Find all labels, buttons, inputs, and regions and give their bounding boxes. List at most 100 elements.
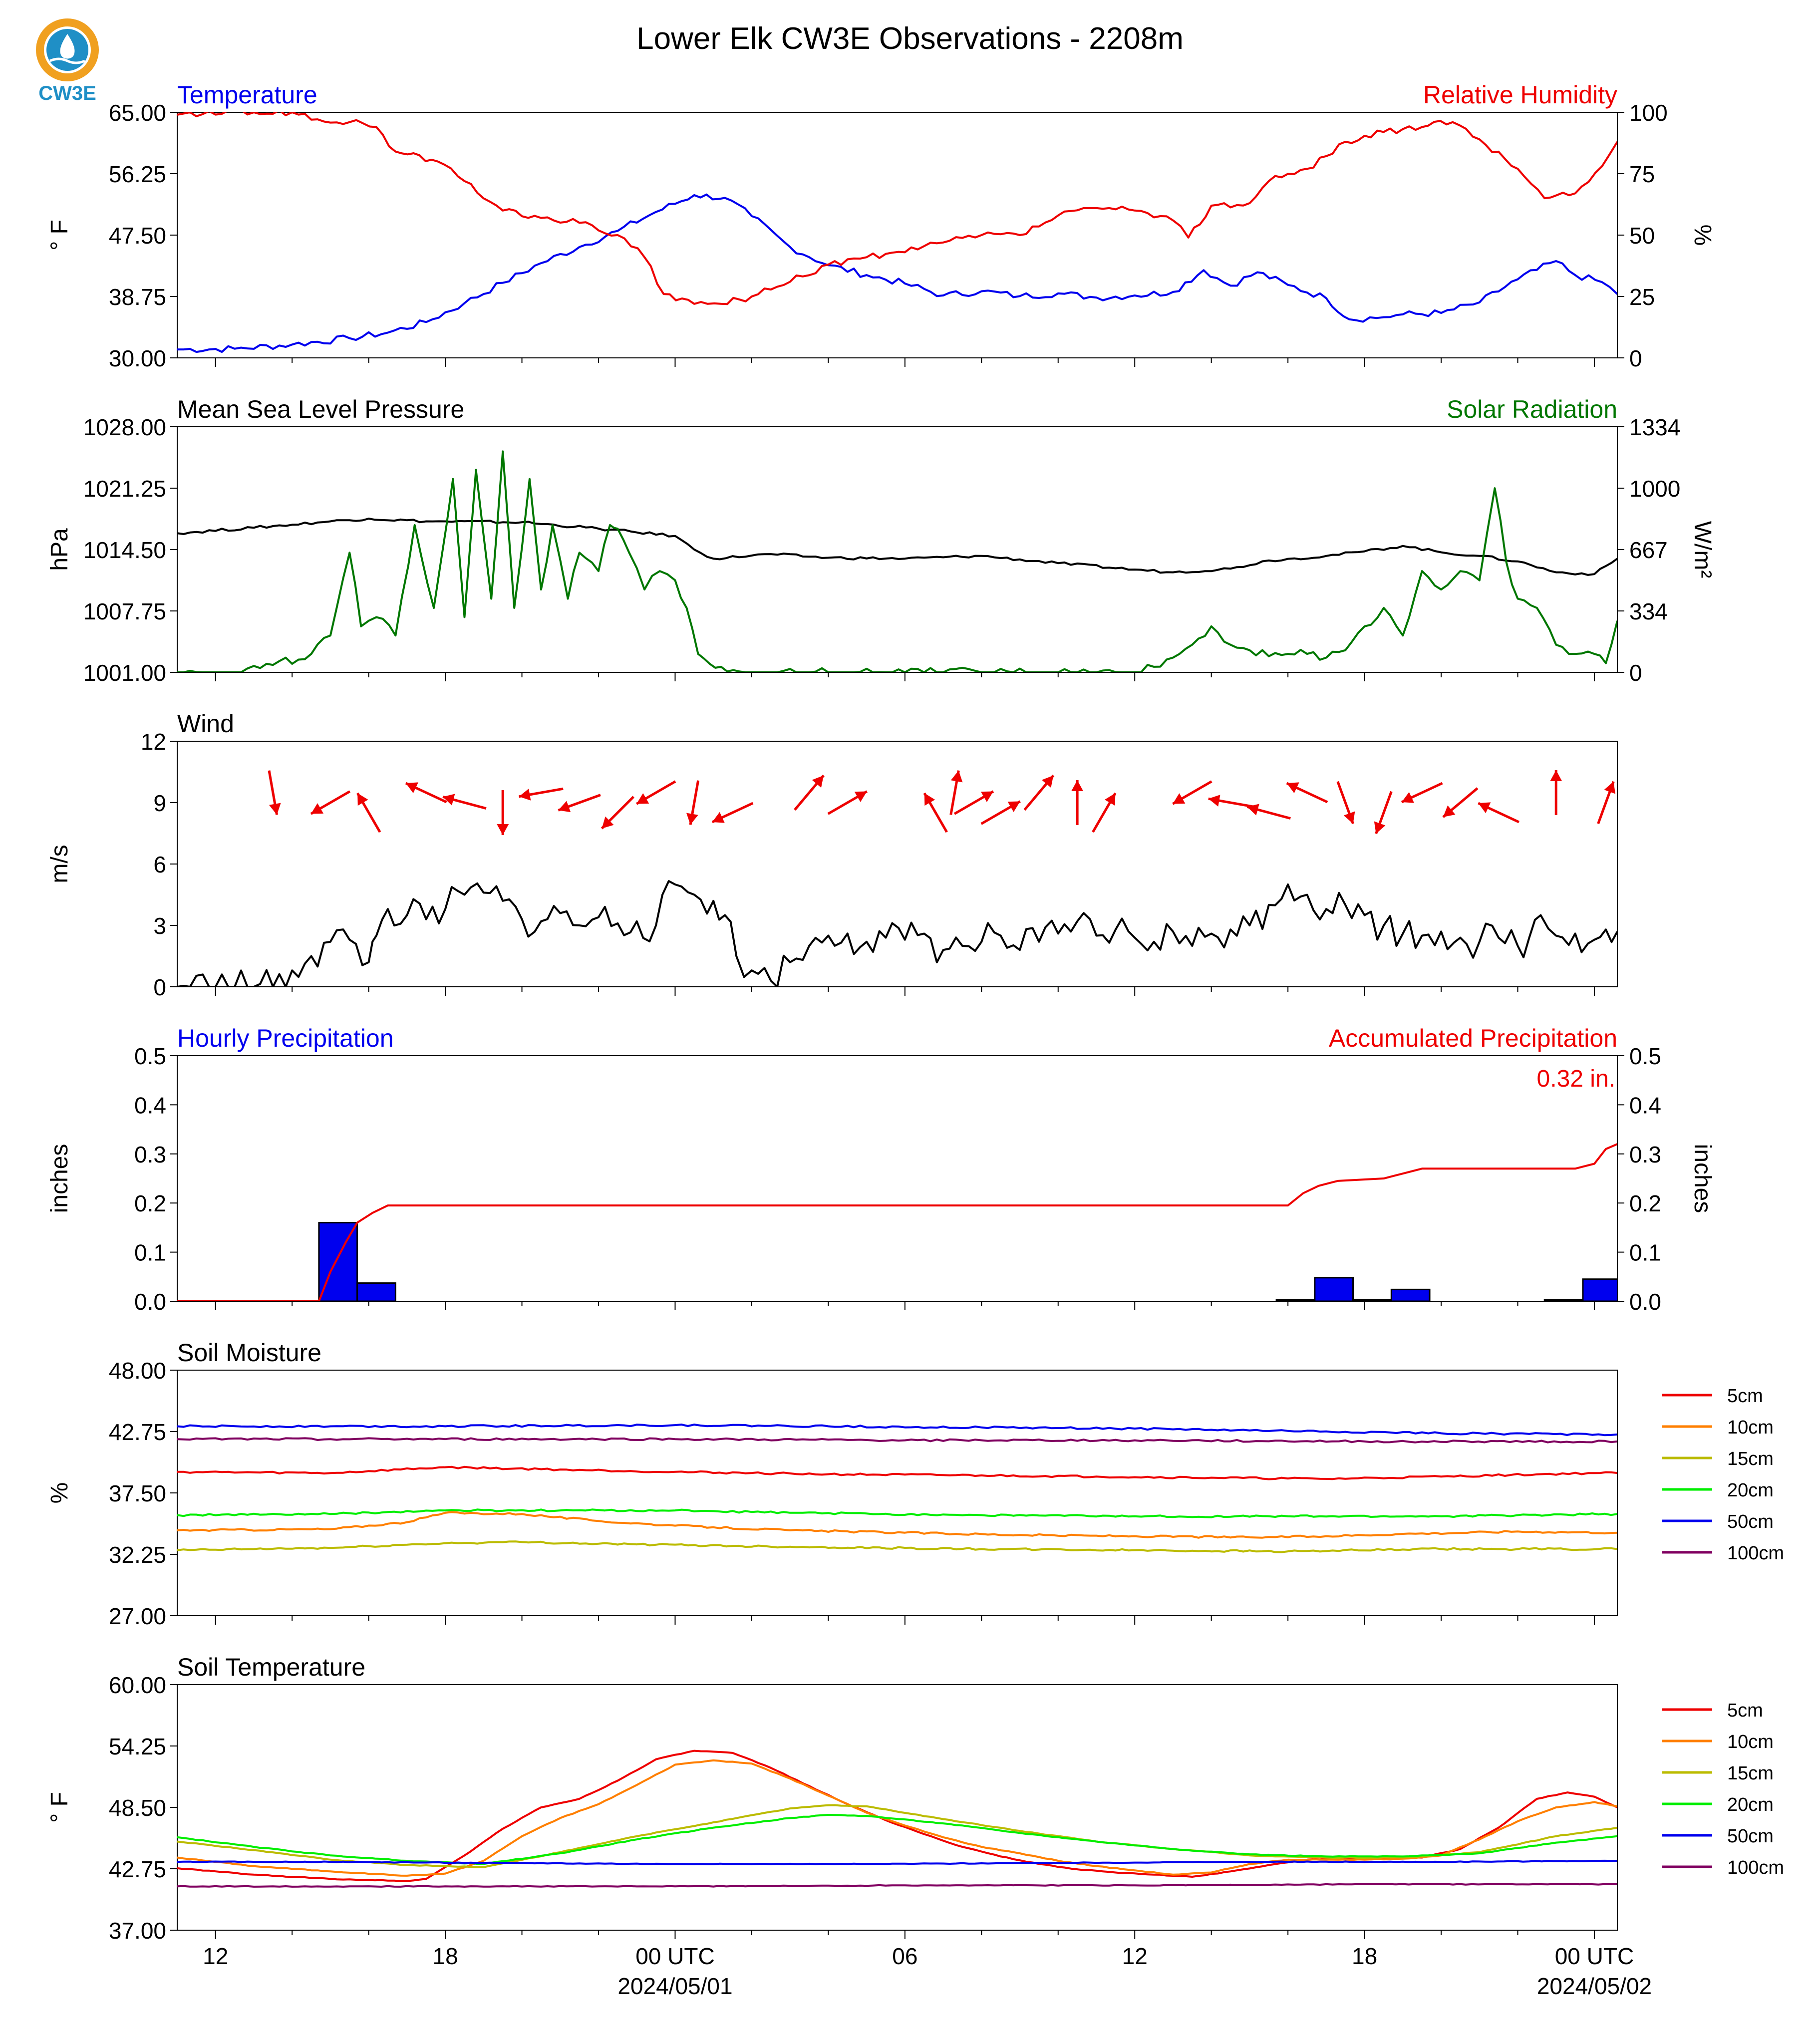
series-line-10cm [177,1759,1617,1877]
logo-ring [36,18,99,81]
wind-arrow [1246,804,1291,820]
logo-wave-icon [49,57,86,64]
wind-arrow [497,790,509,835]
precip-bar [1543,1299,1584,1301]
wind-arrow [519,787,564,801]
accumulated-total-label: 0.32 in. [1537,1066,1615,1092]
figure-title: Lower Elk CW3E Observations - 2208m [636,21,1184,56]
series-line-accumulated-precipitation [177,1143,1617,1301]
y-axis-label-left: hPa [46,528,73,571]
legend-label: 100cm [1727,1543,1784,1564]
wind-arrow-head [950,770,963,783]
precip-bar [1390,1288,1431,1301]
wind-arrow-head [1604,781,1616,794]
x-tick-label: 00 UTC [1555,1943,1634,1969]
legend-label: 5cm [1727,1386,1763,1407]
series-line-50cm [177,1424,1617,1437]
wind-arrow [1478,802,1519,824]
wind-arrow-head [980,791,993,802]
wind-vectors [268,770,1616,835]
wind-arrow-head [1173,793,1186,804]
wind-arrow [405,782,447,804]
y-tick-label-left: 12 [141,729,166,755]
panel-title-left: Hourly Precipitation [177,1024,394,1052]
wind-arrow [635,780,676,805]
panel-title-left: Temperature [177,81,317,109]
y-tick-label-right: 0 [1629,660,1642,686]
y-tick-label-left: 27.00 [109,1603,166,1629]
y-axis-label-right: inches [1689,1144,1716,1213]
wind-arrow-head [558,801,571,813]
precip-bar [1582,1278,1617,1301]
wind-arrow [1336,781,1355,825]
wind-arrow [558,794,601,813]
precip-bar [356,1282,396,1301]
x-tick-date-label: 2024/05/01 [617,1973,732,1999]
y-tick-label-right: 667 [1629,537,1668,563]
wind-arrow-head [1443,805,1456,817]
wind-arrow-head [1550,770,1562,781]
wind-arrow [1550,770,1562,815]
wind-arrow-head [357,793,368,806]
y-tick-label-left: 42.75 [109,1419,166,1445]
y-tick-label-left: 6 [153,852,166,877]
y-tick-label-left: 0.5 [134,1043,166,1069]
wind-arrow-head [497,824,509,835]
legend-label: 100cm [1727,1857,1784,1878]
x-tick-label: 12 [1122,1943,1148,1969]
series-line-10cm [177,1511,1617,1539]
y-axis-label-left: m/s [46,845,73,883]
wind-arrow [953,790,994,815]
y-tick-label-left: 65.00 [109,100,166,126]
wind-arrow [827,790,868,815]
y-tick-label-left: 1028.00 [83,414,166,440]
wind-arrow-head [1007,801,1020,812]
panel-precip: Hourly Precipitation Accumulated Precipit… [46,1024,1716,1315]
y-tick-label-right: 0.3 [1629,1142,1661,1167]
wind-arrow-head [310,803,323,814]
y-axis-label-right: W/m² [1689,521,1716,579]
series-line-solar-radiation [177,450,1617,672]
wind-arrow [1023,774,1055,811]
y-tick-label-right: 0 [1629,345,1642,371]
wind-arrow [949,770,963,815]
series-line-temperature [177,193,1617,353]
series-line-5cm [177,1465,1617,1480]
logo-droplet-icon [60,34,75,59]
wind-arrow [711,802,754,824]
y-tick-label-right: 75 [1629,161,1655,187]
legend-label: 15cm [1727,1449,1774,1469]
wind-arrow [1071,780,1084,825]
wind-arrow-head [442,794,455,806]
y-tick-label-left: 38.75 [109,284,166,310]
wind-arrow-head [712,812,725,823]
x-tick-label: 06 [892,1943,917,1969]
legend-label: 20cm [1727,1480,1774,1501]
legend-label: 50cm [1727,1511,1774,1532]
panel-title-left: Soil Temperature [177,1653,365,1681]
series-line-mean-sea-level-pressure [177,518,1617,576]
wind-arrow-head [924,793,935,806]
y-tick-label-right: 0.0 [1629,1289,1661,1315]
y-tick-label-left: 48.00 [109,1358,166,1384]
wind-arrow-head [686,813,698,825]
y-tick-label-right: 1000 [1629,476,1680,502]
wind-arrow-head [1374,821,1386,834]
y-axis-label-left: ° F [46,220,73,251]
wind-arrow [923,792,948,833]
wind-arrow [1597,781,1616,825]
wind-arrow [1092,792,1117,833]
y-tick-label-left: 56.25 [109,161,166,187]
panel-title-left: Wind [177,710,234,738]
wind-arrow-head [812,775,824,788]
wind-arrow [268,770,281,815]
y-axis-label-left: inches [46,1144,73,1213]
series-line-15cm [177,1804,1617,1868]
wind-arrow [794,774,825,811]
y-tick-label-left: 0.2 [134,1190,166,1216]
wind-arrow-head [1208,795,1220,807]
y-tick-label-left: 1007.75 [83,598,166,624]
x-tick-label: 18 [1352,1943,1377,1969]
x-tick-date-label: 2024/05/02 [1537,1973,1652,1999]
